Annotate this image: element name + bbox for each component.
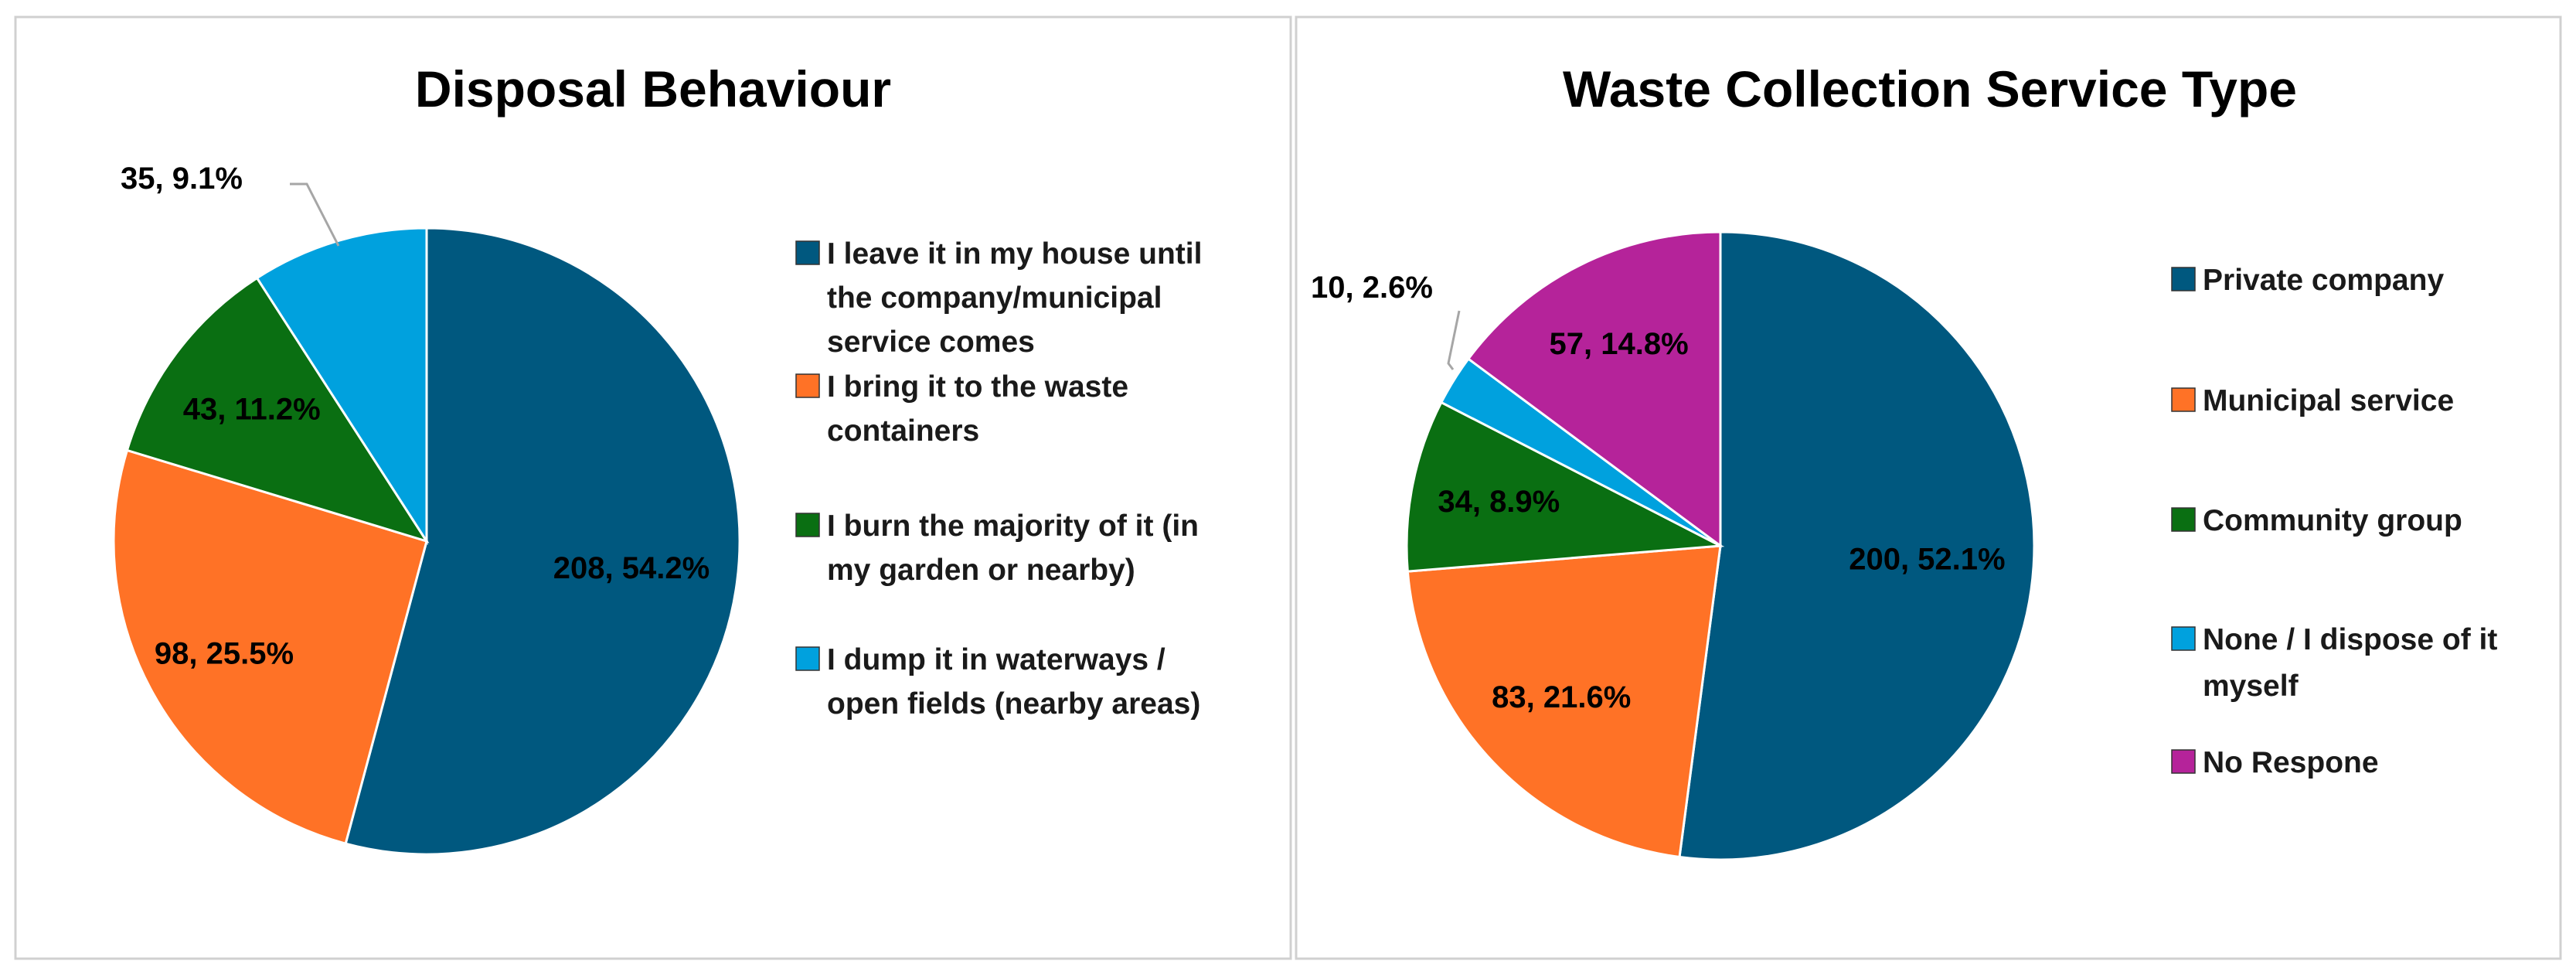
leader-line (1447, 310, 1461, 370)
pie-slices (1405, 230, 2036, 861)
legend-label: None / I dispose of it myself (2203, 623, 2497, 703)
waste-collection-service-type-chart: Waste Collection Service Type 200, 52.1%… (1295, 15, 2562, 960)
data-labels: 208, 54.2% 98, 25.5% 43, 11.2% 35, 9.1% (121, 162, 710, 671)
data-label: 98, 25.5% (155, 637, 294, 671)
pie-slice-i-burn-the-majority-of-it-in-my-garden-o (125, 276, 430, 544)
pie-slice-municipal-service (1406, 544, 1722, 859)
pie-slice-i-bring-it-to-the-waste-containers (112, 448, 428, 846)
legend-swatch (2171, 387, 2196, 412)
legend-item: No Respone (2171, 746, 2379, 779)
data-label: 57, 14.8% (1550, 327, 1689, 361)
leader-lines (290, 182, 340, 247)
pie-slice-i-leave-it-in-my-house-until-the-company (344, 227, 741, 856)
legend-swatch (795, 513, 820, 537)
legend-item: Private company (2171, 264, 2444, 297)
legend-item: Community group (2171, 504, 2462, 537)
data-label: 200, 52.1% (1849, 543, 2005, 577)
legend-swatch (795, 373, 820, 398)
legend: Private company Municipal service Communit… (2171, 264, 2497, 779)
pie-slice-no-respone (1466, 230, 1722, 548)
data-label: 83, 21.6% (1492, 680, 1631, 714)
legend-swatch (2171, 626, 2196, 651)
pie-slice-private-company (1678, 230, 2036, 861)
legend-label: No Respone (2203, 746, 2379, 779)
pie-slices (112, 227, 741, 856)
legend-item: I bring it to the waste containers (795, 370, 1128, 448)
legend-item: I burn the majority of it (in my garden o… (795, 509, 1199, 587)
legend-item: I leave it in my house until the company/… (795, 237, 1202, 359)
legend-label: Private company (2203, 264, 2444, 297)
data-label: 10, 2.6% (1311, 271, 1433, 305)
legend-label: Municipal service (2203, 384, 2454, 417)
chart-title: Waste Collection Service Type (1563, 60, 2297, 118)
legend-item: Municipal service (2171, 384, 2454, 417)
chart-title: Disposal Behaviour (415, 60, 891, 118)
legend-swatch (2171, 749, 2196, 774)
data-labels: 200, 52.1% 83, 21.6% 34, 8.9% 10, 2.6% 57, 1… (1311, 271, 2006, 714)
data-label: 43, 11.2% (183, 392, 321, 426)
legend-label: I leave it in my house until the company/… (827, 237, 1202, 359)
legend-swatch (2171, 267, 2196, 291)
legend-label: Community group (2203, 504, 2462, 537)
legend-label: I dump it in waterways / open fields (nea… (827, 643, 1200, 721)
legend-swatch (795, 646, 820, 671)
legend-item: None / I dispose of it myself (2171, 623, 2497, 703)
data-label: 35, 9.1% (121, 162, 243, 196)
data-label: 208, 54.2% (553, 551, 710, 585)
disposal-behaviour-chart: Disposal Behaviour 208, 54.2% 98, 25.5% 43… (14, 15, 1292, 960)
legend: I leave it in my house until the company/… (795, 237, 1202, 721)
legend-swatch (795, 240, 820, 265)
data-label: 34, 8.9% (1438, 485, 1560, 519)
legend-swatch (2171, 507, 2196, 532)
leader-lines (1447, 310, 1461, 370)
legend-item: I dump it in waterways / open fields (nea… (795, 643, 1200, 721)
pie-slice-i-dump-it-in-waterways-open-fields-nearb (255, 227, 428, 546)
pie-slice-community-group (1405, 400, 1725, 573)
legend-label: I bring it to the waste containers (827, 370, 1128, 448)
leader-line (290, 182, 340, 247)
legend-label: I burn the majority of it (in my garden o… (827, 509, 1199, 587)
